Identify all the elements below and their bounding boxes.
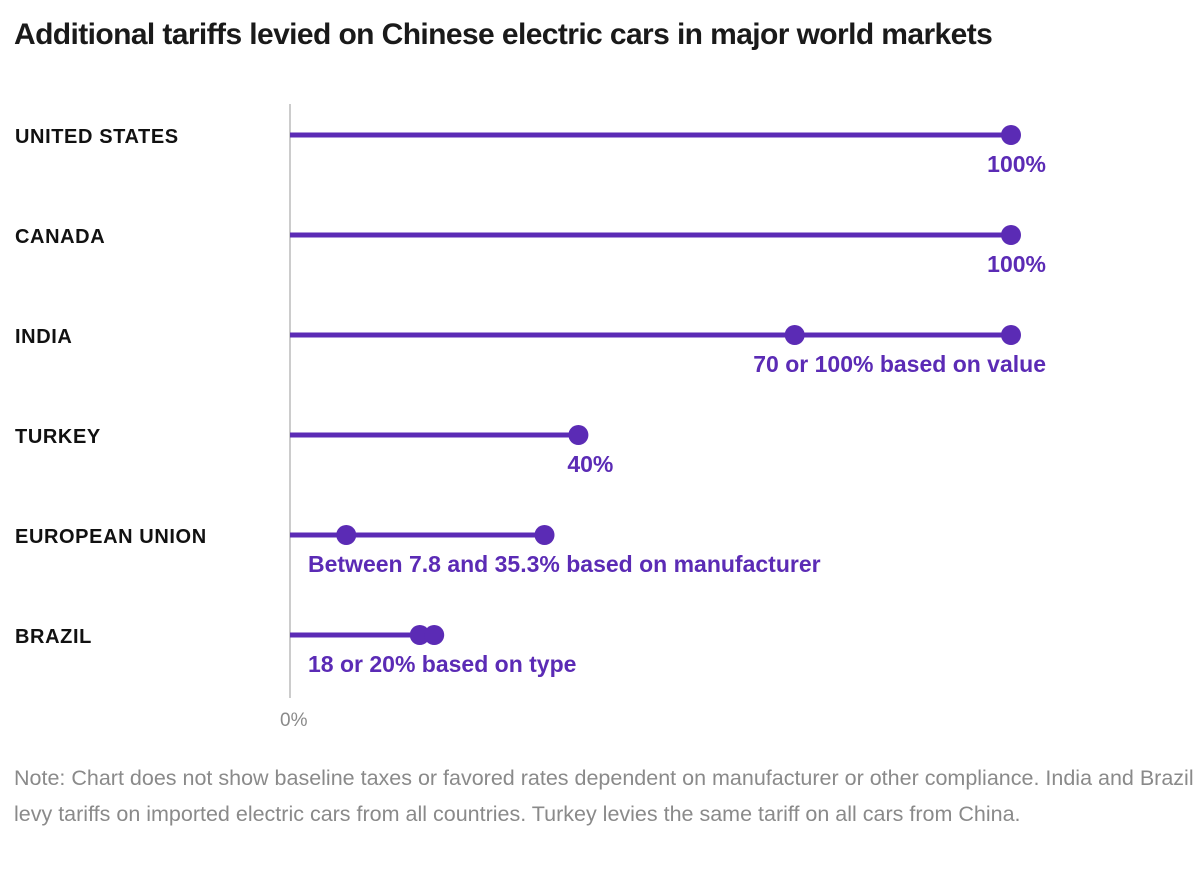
- data-point: [534, 525, 555, 545]
- value-label: 70 or 100% based on value: [753, 351, 1046, 377]
- value-label: 18 or 20% based on type: [308, 651, 576, 677]
- value-label: 100%: [987, 251, 1046, 277]
- dot-range-chart: 0% UNITED STATES 100% CANADA 100% INDIA 70 or…: [15, 104, 1046, 731]
- category-label: BRAZIL: [15, 626, 92, 648]
- chart-row: INDIA 70 or 100% based on value: [15, 325, 1046, 377]
- data-point: [1001, 225, 1021, 245]
- value-label: 100%: [987, 151, 1046, 177]
- chart-note: Note: Chart does not show baseline taxes…: [14, 766, 1194, 826]
- chart-row: BRAZIL 18 or 20% based on type: [15, 625, 576, 677]
- chart-row: TURKEY 40%: [15, 425, 613, 477]
- data-point: [568, 425, 589, 445]
- category-label: EUROPEAN UNION: [15, 526, 207, 548]
- data-point: [424, 625, 445, 645]
- chart-row: CANADA 100%: [15, 225, 1046, 277]
- x-tick-label-zero: 0%: [280, 710, 308, 731]
- data-point: [409, 625, 430, 645]
- value-label: Between 7.8 and 35.3% based on manufactu…: [308, 551, 821, 577]
- chart-row: EUROPEAN UNION Between 7.8 and 35.3% base…: [15, 525, 821, 577]
- chart-title: Additional tariffs levied on Chinese ele…: [14, 18, 993, 51]
- value-label: 40%: [567, 451, 613, 477]
- category-label: INDIA: [15, 326, 72, 348]
- category-label: CANADA: [15, 226, 105, 248]
- category-label: UNITED STATES: [15, 126, 179, 148]
- chart-rows: UNITED STATES 100% CANADA 100% INDIA 70 or 10…: [15, 125, 1046, 677]
- data-point: [1001, 125, 1021, 145]
- data-point: [784, 325, 805, 345]
- data-point: [336, 525, 357, 545]
- data-point: [1001, 325, 1021, 345]
- chart-row: UNITED STATES 100%: [15, 125, 1046, 177]
- category-label: TURKEY: [15, 426, 101, 448]
